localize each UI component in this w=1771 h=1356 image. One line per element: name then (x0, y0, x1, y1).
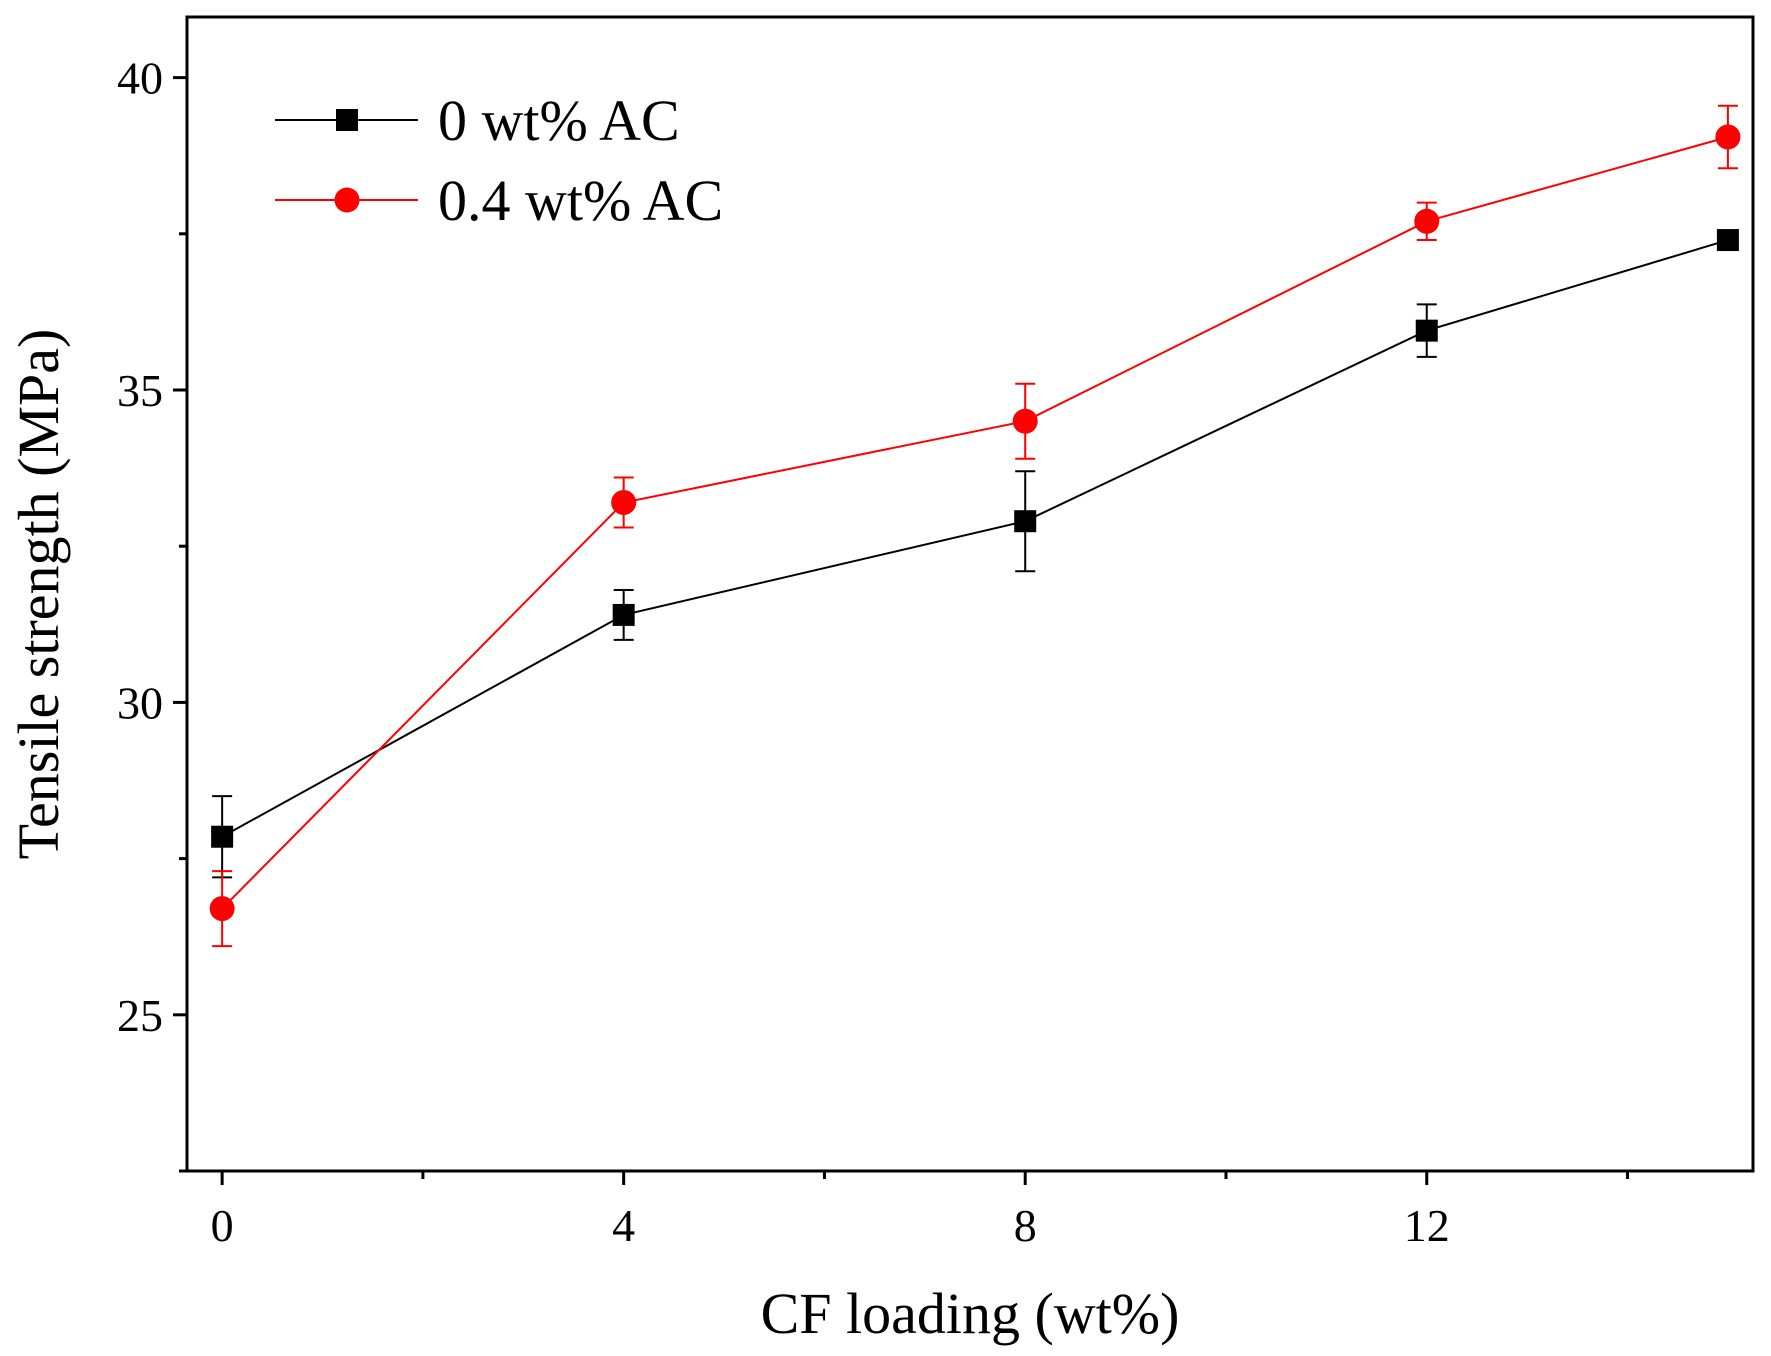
series-0p4wt-ac-line (221, 136, 1729, 910)
y-tick-label: 35 (117, 365, 163, 416)
series-0p4wt-ac-point (1414, 208, 1440, 234)
legend-marker (336, 109, 358, 131)
series-0wt-ac-point (1716, 229, 1739, 252)
legend-label: 0 wt% AC (438, 88, 680, 153)
y-tick-label: 40 (117, 53, 163, 104)
plot-area: 0 4 8 12 25 30 35 40 (117, 15, 1755, 1251)
x-tick-label: 0 (211, 1200, 234, 1251)
x-axis-title: CF loading (wt%) (761, 1281, 1180, 1346)
y-tick-label: 25 (117, 990, 163, 1041)
legend-label: 0.4 wt% AC (438, 168, 723, 233)
x-tick-label: 4 (612, 1200, 635, 1251)
plot-frame (185, 15, 1755, 1173)
series-0wt-ac-point (211, 825, 234, 848)
series-0wt-ac-point (1014, 510, 1037, 533)
series-0wt-ac-point (1415, 319, 1438, 342)
series-0p4wt-ac-point (209, 896, 235, 922)
series-0wt-ac-point (612, 603, 635, 626)
y-axis-title: Tensile strength (MPa) (6, 329, 71, 860)
series-0p4wt-ac-point (611, 489, 637, 515)
series-0p4wt-ac-point (1715, 124, 1741, 150)
series-0p4wt-ac-point (1012, 408, 1038, 434)
legend-marker (334, 187, 360, 213)
y-tick-label: 30 (117, 677, 163, 728)
x-tick-label: 8 (1014, 1200, 1037, 1251)
x-tick-label: 12 (1404, 1200, 1450, 1251)
series-0wt-ac-line (221, 239, 1729, 838)
legend: 0 wt% AC 0.4 wt% AC (275, 88, 723, 233)
